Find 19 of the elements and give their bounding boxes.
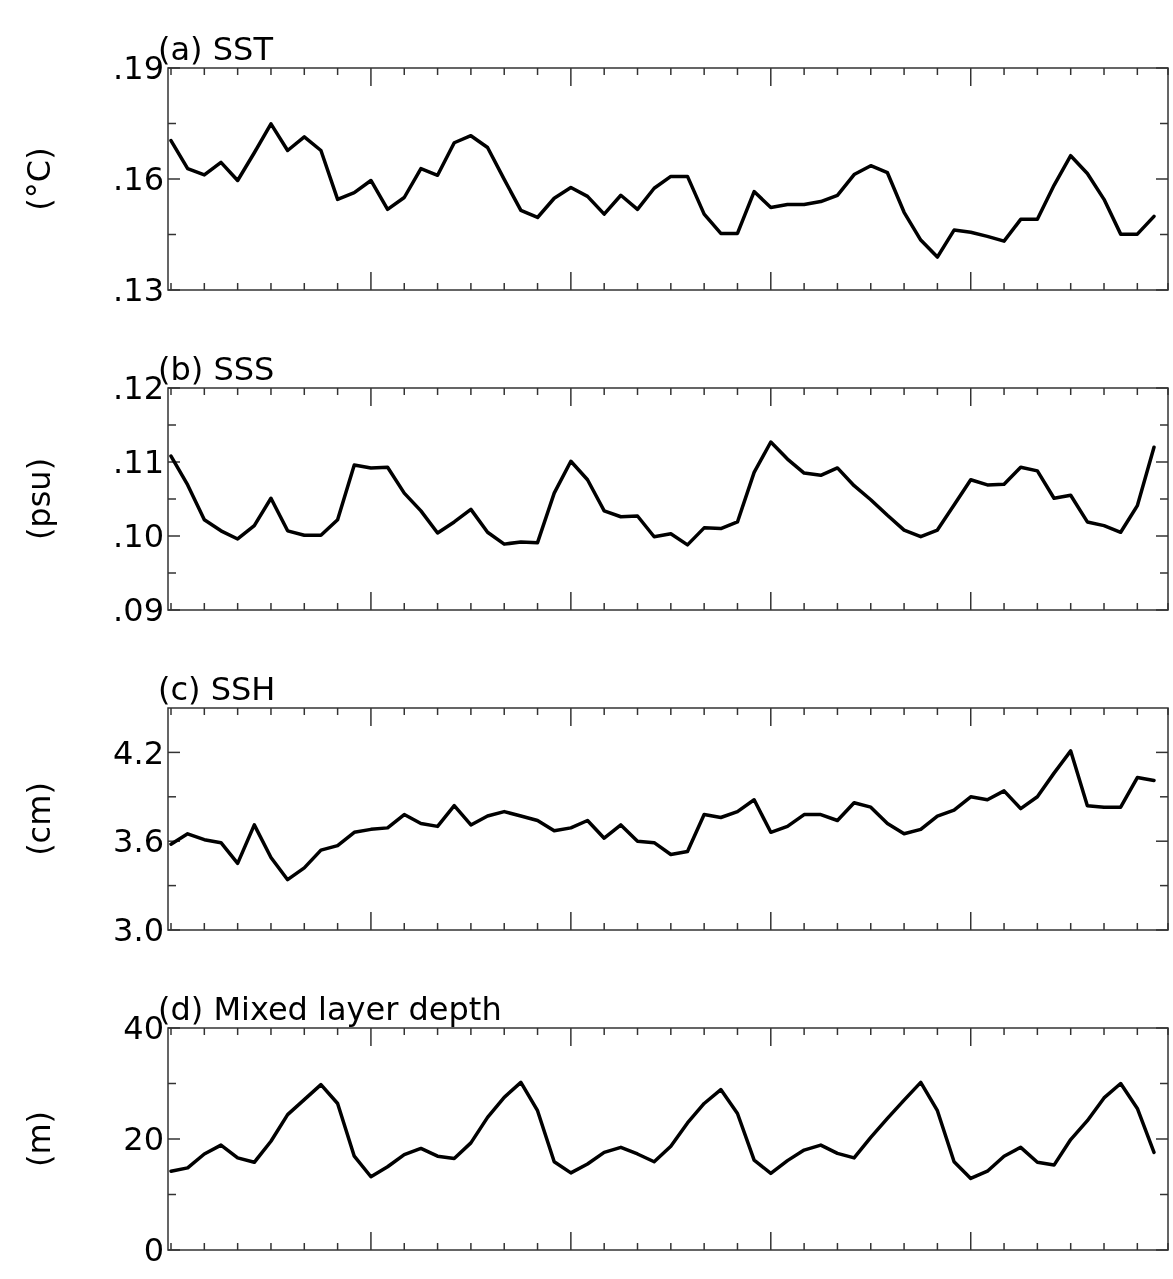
chart-title: (c) SSH	[158, 670, 276, 708]
y-tick-label: .10	[113, 517, 164, 556]
line-series	[169, 122, 1156, 259]
y-tick-label: .13	[113, 271, 164, 310]
y-tick-label: .11	[113, 443, 164, 482]
y-tick-label: 3.6	[113, 822, 164, 861]
y-axis-title: (cm)	[20, 782, 58, 856]
y-tick-label: .16	[113, 160, 164, 199]
line-series	[169, 440, 1156, 547]
y-axis-title: (psu)	[20, 457, 58, 541]
y-tick-label: 3.0	[113, 911, 164, 950]
y-tick-label: 0	[143, 1231, 164, 1270]
y-tick-label: 4.2	[113, 733, 164, 772]
line-series	[169, 1080, 1156, 1181]
y-tick-label: .09	[113, 591, 164, 630]
line-series	[169, 749, 1156, 882]
y-axis-title: (m)	[20, 1110, 58, 1168]
y-axis-title: (°C)	[20, 147, 58, 211]
y-tick-label: 20	[123, 1120, 164, 1159]
